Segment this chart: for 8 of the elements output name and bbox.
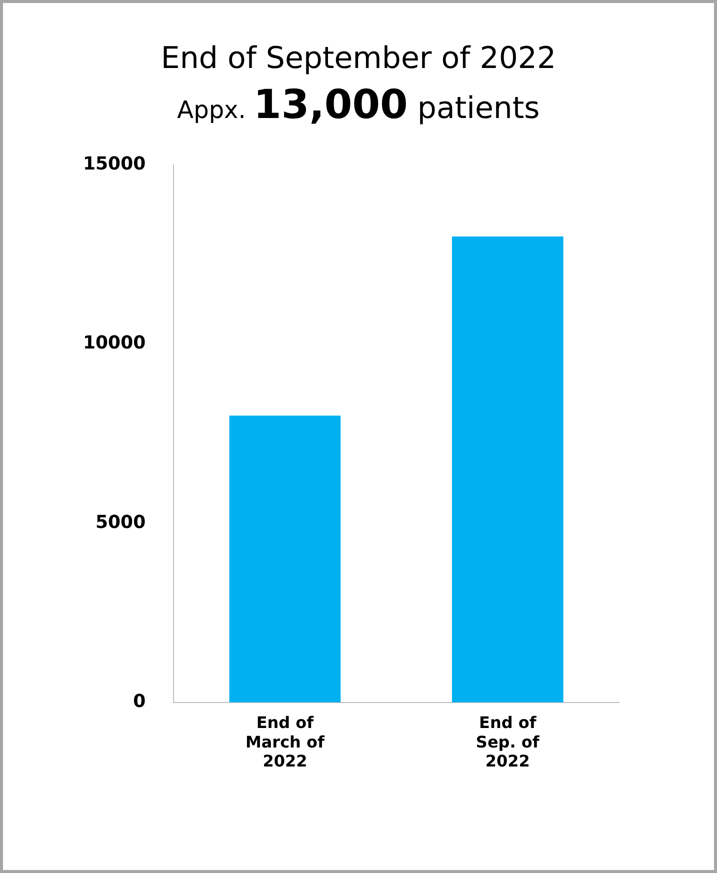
chart-title: End of September of 2022 (160, 41, 558, 76)
x-tick-label: End of March of 2022 (245, 713, 326, 771)
x-tick-label: End of Sep. of 2022 (476, 713, 540, 771)
y-tick-label: 10000 (82, 332, 146, 354)
y-tick-label: 5000 (96, 512, 146, 533)
y-tick-label: 15000 (82, 153, 146, 174)
chart-subtitle: Appx. 13,000 patients (177, 82, 540, 128)
y-tick-label: 0 (133, 691, 146, 712)
